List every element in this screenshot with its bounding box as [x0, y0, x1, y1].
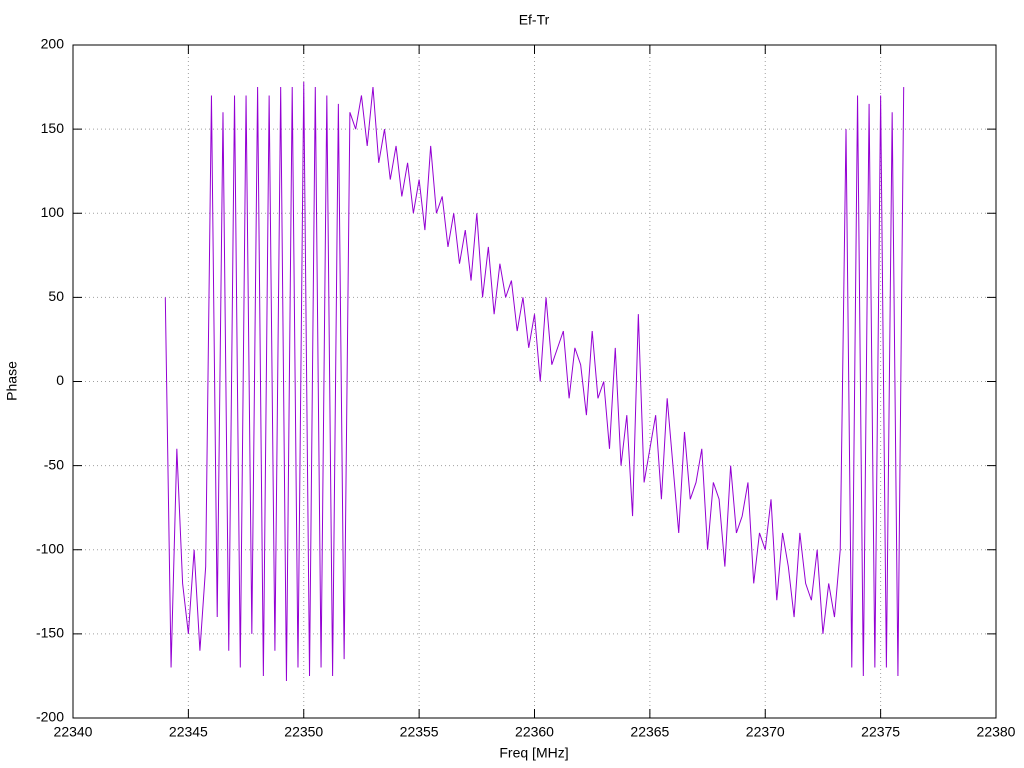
y-tick-label: 200	[41, 36, 65, 52]
data-line	[164, 82, 905, 681]
y-tick-label: 50	[48, 288, 64, 304]
x-tick-label: 22355	[400, 724, 439, 740]
y-tick-label: 150	[41, 120, 65, 136]
y-tick-label: 100	[41, 204, 65, 220]
y-tick-label: -150	[36, 625, 64, 641]
y-tick-label: 0	[56, 372, 64, 388]
chart-title: Ef-Tr	[519, 12, 550, 28]
x-tick-label: 22370	[746, 724, 785, 740]
x-axis-label: Freq [MHz]	[499, 745, 568, 761]
x-tick-label: 22345	[169, 724, 208, 740]
y-axis-label: Phase	[4, 361, 20, 401]
x-tick-label: 22375	[861, 724, 900, 740]
x-tick-label: 22350	[284, 724, 323, 740]
x-tick-label: 22360	[515, 724, 554, 740]
y-tick-label: -50	[44, 456, 64, 472]
x-tick-label: 22380	[977, 724, 1016, 740]
x-tick-label: 22340	[54, 724, 93, 740]
y-tick-label: -100	[36, 540, 64, 556]
x-tick-label: 22365	[630, 724, 669, 740]
plot-border	[72, 44, 997, 719]
y-tick-label: -200	[36, 709, 64, 725]
